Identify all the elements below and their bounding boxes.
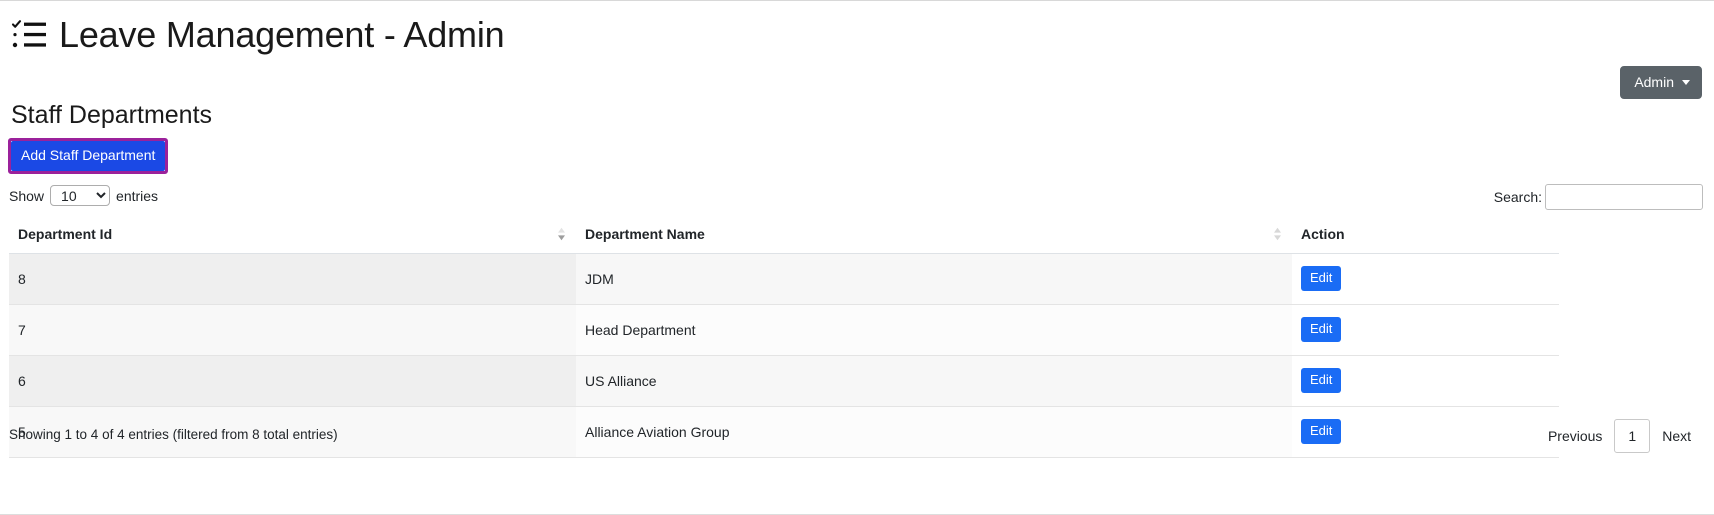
cell-department-name: US Alliance [576, 355, 1292, 407]
add-staff-department-button[interactable]: Add Staff Department [11, 141, 166, 171]
column-header-department-id[interactable]: Department Id [9, 218, 576, 254]
cell-department-id: 8 [9, 253, 576, 305]
sort-indicator-icon [1274, 227, 1281, 241]
table-head: Department Id Department Name Action [9, 218, 1559, 254]
cell-action: Edit [1292, 355, 1559, 407]
pagination-next[interactable]: Next [1662, 428, 1691, 444]
cell-department-name: Alliance Aviation Group [576, 406, 1292, 458]
pagination: Previous 1 Next [1536, 419, 1703, 453]
cell-department-name: Head Department [576, 304, 1292, 356]
pagination-page-1[interactable]: 1 [1614, 419, 1651, 453]
edit-button[interactable]: Edit [1301, 368, 1342, 393]
admin-user-menu-button[interactable]: Admin [1620, 66, 1702, 99]
column-label: Department Name [585, 226, 705, 242]
cell-action: Edit [1292, 253, 1559, 305]
page-title: Leave Management - Admin [59, 14, 505, 55]
table-length-control: Show 102550100 entries [9, 185, 158, 206]
column-header-action[interactable]: Action [1292, 218, 1559, 254]
table-info: Showing 1 to 4 of 4 entries (filtered fr… [9, 427, 338, 442]
edit-button[interactable]: Edit [1301, 419, 1342, 444]
entries-per-page-select[interactable]: 102550100 [50, 185, 111, 206]
add-staff-department-focus-ring: Add Staff Department [8, 138, 169, 174]
table-row[interactable]: 6 US Alliance Edit [9, 355, 1559, 407]
cell-action: Edit [1292, 406, 1559, 458]
cell-department-id: 7 [9, 304, 576, 356]
caret-down-icon [1682, 79, 1690, 85]
table-row[interactable]: 8 JDM Edit [9, 253, 1559, 305]
search-input[interactable] [1545, 184, 1703, 210]
search-label: Search: [1493, 189, 1542, 205]
table-header-row: Department Id Department Name Action [9, 218, 1559, 254]
cell-department-id: 6 [9, 355, 576, 407]
departments-table: Department Id Department Name Action 8 J… [9, 218, 1559, 458]
cell-action: Edit [1292, 304, 1559, 356]
edit-button[interactable]: Edit [1301, 317, 1342, 342]
column-header-department-name[interactable]: Department Name [576, 218, 1292, 254]
top-divider [0, 0, 1714, 1]
sort-indicator-icon [558, 227, 565, 241]
edit-button[interactable]: Edit [1301, 266, 1342, 291]
list-check-icon [11, 20, 46, 48]
page-header: Leave Management - Admin [11, 14, 505, 56]
pagination-previous[interactable]: Previous [1547, 428, 1603, 444]
table-body: 8 JDM Edit 7 Head Department Edit 6 US A… [9, 253, 1559, 458]
cell-department-id: 5 [9, 406, 576, 458]
section-title: Staff Departments [11, 101, 213, 129]
entries-label: entries [116, 187, 159, 204]
cell-department-name: JDM [576, 253, 1292, 305]
column-label: Department Id [18, 226, 113, 242]
column-label: Action [1301, 226, 1345, 242]
admin-menu-label: Admin [1634, 74, 1674, 90]
table-row[interactable]: 5 Alliance Aviation Group Edit [9, 406, 1559, 458]
show-label: Show [9, 187, 45, 204]
table-search-control: Search: [1494, 184, 1703, 210]
table-row[interactable]: 7 Head Department Edit [9, 304, 1559, 356]
